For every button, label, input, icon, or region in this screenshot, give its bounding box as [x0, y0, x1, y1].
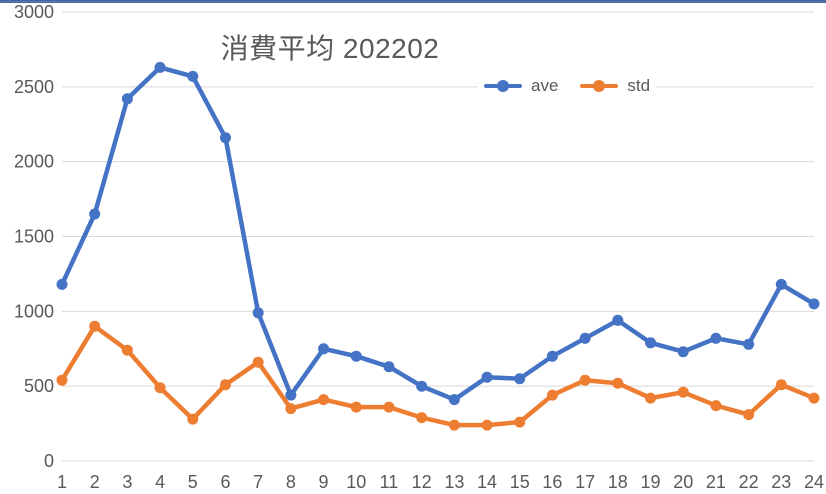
ave-data-point-marker[interactable]: [546, 350, 558, 362]
x-axis-tick-label: 11: [380, 472, 399, 492]
legend-item-ave[interactable]: ave: [484, 76, 558, 96]
x-axis-tick-label: 22: [739, 472, 759, 492]
std-data-point-marker[interactable]: [89, 320, 101, 332]
ave-data-point-marker[interactable]: [645, 337, 657, 349]
x-axis-tick-label: 21: [706, 472, 726, 492]
std-data-point-marker[interactable]: [514, 416, 526, 428]
ave-data-point-marker[interactable]: [710, 332, 722, 344]
x-axis-tick-label: 3: [122, 472, 132, 492]
std-data-point-marker[interactable]: [56, 374, 68, 386]
std-data-point-marker[interactable]: [677, 386, 689, 398]
std-data-point-marker[interactable]: [448, 419, 460, 431]
y-axis-tick-label: 1000: [14, 301, 54, 321]
ave-data-point-marker[interactable]: [350, 350, 362, 362]
ave-data-point-marker[interactable]: [514, 373, 526, 385]
std-data-point-marker[interactable]: [318, 394, 330, 406]
std-data-point-marker[interactable]: [285, 403, 297, 415]
std-data-point-marker[interactable]: [121, 344, 133, 356]
x-axis-tick-label: 5: [188, 472, 198, 492]
x-axis-tick-label: 6: [220, 472, 230, 492]
ave-series-legend-marker-icon: [484, 80, 522, 92]
y-axis-tick-label: 500: [24, 376, 54, 396]
std-data-point-marker[interactable]: [252, 356, 264, 368]
std-data-point-marker[interactable]: [612, 377, 624, 389]
std-data-point-marker[interactable]: [546, 389, 558, 401]
x-axis-tick-label: 10: [346, 472, 366, 492]
ave-data-point-marker[interactable]: [252, 307, 264, 319]
x-axis-tick-label: 12: [412, 472, 432, 492]
x-axis-tick-label: 9: [319, 472, 329, 492]
std-data-point-marker[interactable]: [808, 392, 820, 404]
ave-data-point-marker[interactable]: [612, 314, 624, 326]
std-data-point-marker[interactable]: [743, 409, 755, 421]
ave-data-point-marker[interactable]: [808, 298, 820, 310]
ave-data-point-marker[interactable]: [775, 278, 787, 290]
x-axis-tick-label: 7: [253, 472, 263, 492]
y-axis-tick-label: 3000: [14, 2, 54, 22]
x-axis-tick-label: 14: [477, 472, 497, 492]
ave-data-point-marker[interactable]: [89, 208, 101, 220]
std-data-point-marker[interactable]: [219, 379, 231, 391]
ave-data-point-marker[interactable]: [121, 93, 133, 105]
ave-series-line[interactable]: [59, 65, 817, 402]
std-series-line[interactable]: [59, 324, 817, 428]
y-axis-tick-label: 2500: [14, 77, 54, 97]
x-axis-tick-label: 24: [804, 472, 824, 492]
x-axis-tick-label: 15: [510, 472, 530, 492]
ave-data-point-marker[interactable]: [383, 361, 395, 373]
x-axis-tick-label: 20: [673, 472, 693, 492]
ave-data-point-marker[interactable]: [187, 70, 199, 82]
chart-legend: ave std: [478, 74, 657, 98]
x-axis-tick-label: 2: [90, 472, 100, 492]
ave-data-point-marker[interactable]: [743, 338, 755, 350]
ave-data-point-marker[interactable]: [285, 389, 297, 401]
std-data-point-marker[interactable]: [416, 412, 428, 424]
y-axis-tick-label: 1500: [14, 227, 54, 247]
x-axis-tick-label: 17: [575, 472, 595, 492]
x-axis-tick-label: 19: [641, 472, 661, 492]
ave-data-point-marker[interactable]: [579, 332, 591, 344]
std-data-point-marker[interactable]: [481, 419, 493, 431]
std-series-legend-marker-icon: [580, 80, 619, 92]
std-data-point-marker[interactable]: [383, 401, 395, 413]
chart-title[interactable]: 消費平均 202202: [220, 33, 440, 64]
x-axis-tick-label: 23: [771, 472, 791, 492]
x-axis-tick-label: 13: [444, 472, 464, 492]
ave-data-point-marker[interactable]: [448, 394, 460, 406]
y-axis-tick-label: 0: [44, 451, 54, 471]
std-data-point-marker[interactable]: [645, 392, 657, 404]
std-data-point-marker[interactable]: [187, 413, 199, 425]
std-data-point-marker[interactable]: [579, 374, 591, 386]
x-axis-tick-label: 18: [608, 472, 628, 492]
ave-data-point-marker[interactable]: [416, 380, 428, 392]
std-data-point-marker[interactable]: [350, 401, 362, 413]
x-axis-tick-label: 8: [286, 472, 296, 492]
ave-data-point-marker[interactable]: [219, 132, 231, 144]
legend-label-std: std: [627, 76, 651, 95]
ave-data-point-marker[interactable]: [481, 371, 493, 383]
std-data-point-marker[interactable]: [775, 379, 787, 391]
legend-item-std[interactable]: std: [580, 76, 650, 96]
x-axis-tick-label: 1: [57, 472, 67, 492]
ave-data-point-marker[interactable]: [154, 61, 166, 73]
std-data-point-marker[interactable]: [154, 382, 166, 394]
legend-label-ave: ave: [531, 76, 559, 95]
x-axis-tick-label: 16: [542, 472, 562, 492]
std-data-point-marker[interactable]: [710, 400, 722, 412]
y-axis-tick-label: 2000: [14, 152, 54, 172]
ave-data-point-marker[interactable]: [677, 346, 689, 358]
window-top-border: [0, 0, 826, 3]
ave-data-point-marker[interactable]: [56, 278, 68, 290]
ave-data-point-marker[interactable]: [318, 343, 330, 355]
x-axis-tick-label: 4: [155, 472, 165, 492]
